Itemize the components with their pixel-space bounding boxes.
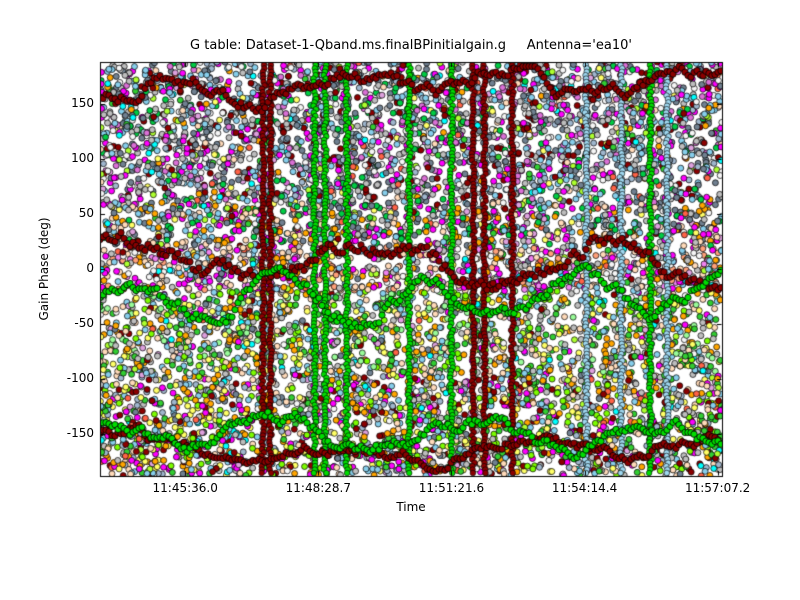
plot-title: G table: Dataset-1-Qband.ms.finalBPiniti… [190, 38, 632, 53]
x-tick-label: 11:54:14.4 [551, 481, 618, 495]
x-tick-label: 11:48:28.7 [285, 481, 351, 495]
x-tick-label: 11:57:07.2 [684, 481, 751, 495]
x-tick-label: 11:51:21.6 [418, 481, 485, 495]
x-tick-label: 11:45:36.0 [152, 481, 218, 495]
y-tick-label: -50 [74, 316, 94, 331]
y-tick-label: -150 [66, 426, 94, 441]
y-tick-label: 150 [71, 95, 94, 110]
y-tick-label: -100 [66, 371, 94, 386]
y-tick-label: 100 [71, 150, 94, 165]
y-tick-label: 0 [86, 261, 94, 275]
x-axis-label: Time [396, 500, 426, 514]
y-tick-label: 50 [78, 205, 94, 220]
